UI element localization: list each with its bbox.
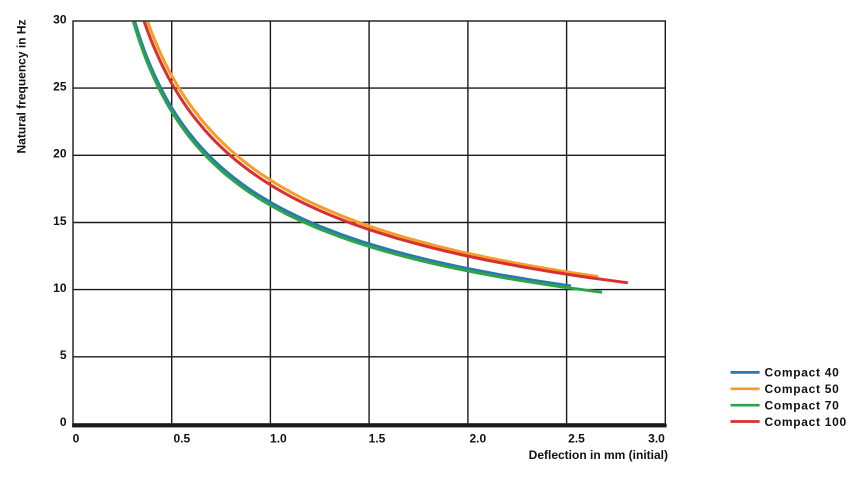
svg-text:0: 0 — [73, 431, 80, 445]
svg-text:2.0: 2.0 — [469, 431, 486, 445]
svg-text:0: 0 — [60, 415, 67, 429]
svg-text:25: 25 — [53, 79, 67, 93]
svg-text:Deflection in mm (initial): Deflection in mm (initial) — [529, 448, 668, 462]
svg-text:1.0: 1.0 — [270, 431, 287, 445]
svg-text:3.0: 3.0 — [648, 431, 665, 445]
svg-text:2.5: 2.5 — [568, 431, 585, 445]
svg-text:20: 20 — [53, 147, 67, 161]
svg-text:1.5: 1.5 — [369, 431, 386, 445]
svg-text:10: 10 — [53, 281, 67, 295]
svg-text:0.5: 0.5 — [173, 431, 190, 445]
svg-text:Natural frequency in Hz: Natural frequency in Hz — [14, 19, 28, 153]
svg-text:Compact 70: Compact 70 — [765, 399, 840, 413]
svg-text:30: 30 — [53, 12, 67, 26]
svg-text:Compact 40: Compact 40 — [765, 366, 840, 380]
svg-text:5: 5 — [60, 348, 67, 362]
svg-text:Compact 50: Compact 50 — [765, 382, 840, 396]
svg-text:15: 15 — [53, 214, 67, 228]
svg-text:Compact 100: Compact 100 — [765, 415, 847, 429]
